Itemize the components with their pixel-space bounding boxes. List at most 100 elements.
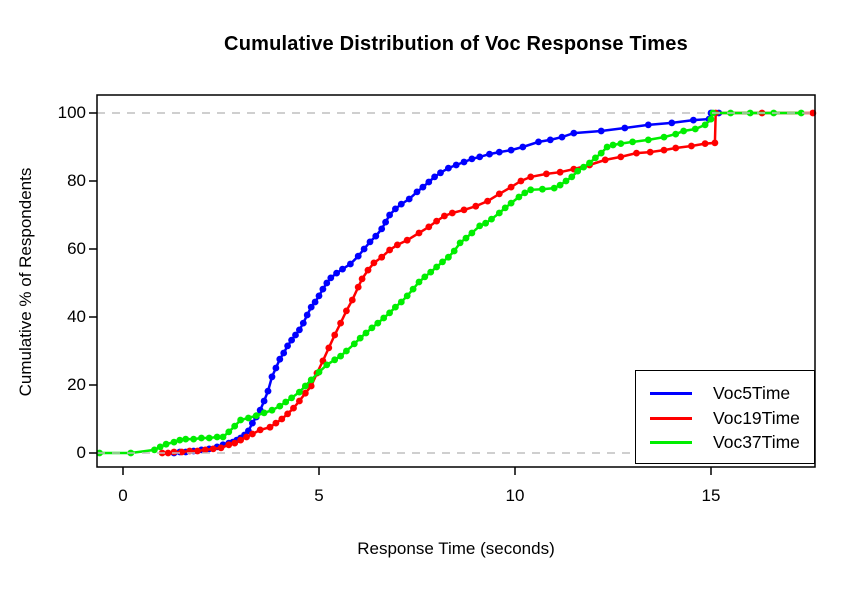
data-point <box>243 433 250 441</box>
data-point <box>296 388 303 396</box>
data-point <box>164 449 172 457</box>
series-Voc19Time <box>158 109 817 457</box>
data-point <box>460 206 468 214</box>
data-point <box>507 146 515 154</box>
data-point <box>517 177 525 185</box>
data-point <box>415 229 423 237</box>
data-point <box>260 409 268 417</box>
legend-label: Voc5Time <box>713 383 791 403</box>
data-point <box>427 268 435 276</box>
data-point <box>527 186 535 194</box>
data-point <box>550 184 558 192</box>
data-point <box>558 133 566 141</box>
data-point <box>486 150 493 158</box>
data-point <box>205 434 213 442</box>
data-point <box>609 141 617 149</box>
data-point <box>419 183 427 191</box>
data-point <box>276 355 284 363</box>
data-point <box>644 136 652 144</box>
data-point <box>170 448 178 456</box>
data-point <box>515 193 523 201</box>
data-point <box>219 433 227 441</box>
legend-line-sample <box>650 441 692 444</box>
y-tick-label: 60 <box>67 239 86 258</box>
data-point <box>225 428 233 436</box>
data-point <box>556 168 564 176</box>
data-point <box>603 143 611 151</box>
data-point <box>348 296 356 304</box>
data-point <box>405 195 413 203</box>
data-point <box>303 311 311 319</box>
data-point <box>272 419 280 427</box>
data-point <box>323 361 331 369</box>
x-tick-label: 15 <box>701 486 721 505</box>
data-point <box>437 169 444 177</box>
data-point <box>288 336 295 344</box>
data-point <box>331 331 339 339</box>
data-point <box>201 446 209 454</box>
data-point <box>574 167 582 175</box>
data-point <box>452 161 460 169</box>
data-point <box>343 307 350 315</box>
data-point <box>456 239 464 247</box>
data-point <box>495 190 503 198</box>
data-point <box>354 252 362 260</box>
data-point <box>276 402 284 410</box>
data-point <box>691 125 699 133</box>
data-point <box>307 382 315 390</box>
data-point <box>182 435 190 443</box>
data-point <box>198 434 205 442</box>
data-point <box>264 387 272 395</box>
data-point <box>337 352 344 360</box>
data-point <box>448 209 456 217</box>
data-point <box>362 329 370 337</box>
data-point <box>629 138 636 146</box>
data-point <box>450 247 458 255</box>
data-point <box>580 163 587 171</box>
data-point <box>668 119 676 127</box>
data-point <box>301 382 309 390</box>
data-point <box>237 436 245 444</box>
data-point <box>539 185 546 193</box>
legend-label: Voc37Time <box>713 432 800 452</box>
data-point <box>347 260 354 268</box>
data-point <box>746 109 754 117</box>
data-point <box>535 138 542 146</box>
data-point <box>337 319 344 327</box>
data-point <box>311 298 319 306</box>
data-point <box>439 258 446 266</box>
y-axis-label: Cumulative % of Respondents <box>16 167 35 397</box>
data-point <box>568 173 576 181</box>
y-tick-label: 0 <box>76 443 86 462</box>
data-point <box>468 155 476 163</box>
data-point <box>597 127 605 135</box>
data-point <box>425 223 433 231</box>
data-point <box>333 269 340 277</box>
data-point <box>231 422 239 430</box>
data-point <box>680 127 687 135</box>
data-point <box>484 197 491 205</box>
data-point <box>617 153 625 161</box>
data-point <box>633 149 640 157</box>
data-point <box>415 278 423 286</box>
data-point <box>701 121 709 129</box>
data-point <box>209 445 217 453</box>
data-point <box>527 173 535 181</box>
y-tick-label: 20 <box>67 375 86 394</box>
data-point <box>592 154 599 162</box>
data-point <box>501 204 509 212</box>
data-point <box>296 326 303 334</box>
data-point <box>299 319 307 327</box>
data-point <box>476 153 484 161</box>
data-point <box>797 109 805 117</box>
data-point <box>556 181 564 189</box>
data-point <box>378 253 386 261</box>
data-point <box>354 283 362 291</box>
x-tick-label: 10 <box>505 486 525 505</box>
data-point <box>397 200 405 208</box>
data-point <box>360 245 368 253</box>
data-point <box>409 285 417 293</box>
data-point <box>546 136 554 144</box>
data-point <box>315 368 323 376</box>
data-point <box>282 398 290 406</box>
